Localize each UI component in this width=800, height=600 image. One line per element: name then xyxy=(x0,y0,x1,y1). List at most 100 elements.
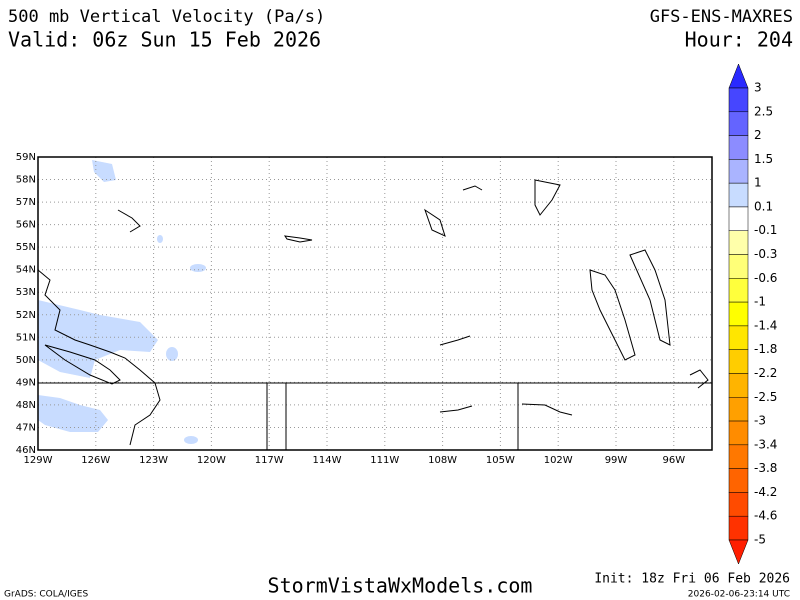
coastline xyxy=(439,405,473,413)
colorbar-box xyxy=(728,182,749,208)
coastline xyxy=(424,208,446,237)
colorbar-label: -1.8 xyxy=(754,342,777,356)
colorbar-label: 1.5 xyxy=(754,152,773,166)
lon-label: 99W xyxy=(605,455,628,466)
lon-label: 129W xyxy=(24,455,53,466)
colorbar-box xyxy=(728,278,749,303)
coastline xyxy=(117,209,141,233)
lon-label: 111W xyxy=(370,455,399,466)
colorbar-label: -5 xyxy=(754,533,766,547)
lat-label: 55N xyxy=(16,242,36,253)
colorbar-label: -0.1 xyxy=(754,223,777,237)
colorbar-box xyxy=(728,301,749,327)
colorbar-box xyxy=(728,135,749,160)
coastline xyxy=(521,403,573,416)
colorbar-label: 1 xyxy=(754,176,762,190)
coastline xyxy=(44,344,121,385)
coastline xyxy=(37,269,161,446)
colorbar-label: -3 xyxy=(754,414,766,428)
lat-label: 50N xyxy=(16,355,36,366)
uplift-region xyxy=(190,264,206,272)
colorbar-arrow xyxy=(728,63,749,89)
coastline xyxy=(534,179,561,216)
colorbar-box xyxy=(728,159,749,184)
lon-label: 123W xyxy=(139,455,168,466)
colorbar-label: 2.5 xyxy=(754,104,773,118)
colorbar-box xyxy=(728,444,749,469)
colorbar-label: -1.4 xyxy=(754,318,777,332)
forecast-hour: Hour: 204 xyxy=(685,28,793,52)
lon-label: 102W xyxy=(544,455,573,466)
valid-time: Valid: 06z Sun 15 Feb 2026 xyxy=(8,28,321,52)
boundaries xyxy=(37,179,712,450)
colorbar-box xyxy=(728,111,749,136)
colorbar-label: -2.2 xyxy=(754,366,777,380)
colorbar-label: -0.3 xyxy=(754,247,777,261)
colorbar-box xyxy=(728,420,749,446)
coastline xyxy=(283,235,313,243)
map-frame xyxy=(37,156,713,451)
colorbar-label: -3.4 xyxy=(754,437,777,451)
lat-label: 51N xyxy=(16,332,36,343)
uplift-region xyxy=(38,300,158,378)
colorbar-box xyxy=(728,230,749,255)
coastline xyxy=(589,269,636,361)
lat-label: 58N xyxy=(16,175,36,186)
coastline xyxy=(629,249,671,346)
colorbar-box xyxy=(728,468,749,493)
colorbar-box xyxy=(728,515,749,541)
colorbar-label: -1 xyxy=(754,295,766,309)
uplift-region xyxy=(166,347,178,361)
colorbar-box xyxy=(728,254,749,279)
uplift-region xyxy=(184,436,198,444)
colorbar-label: -4.2 xyxy=(754,485,777,499)
colorbar: 3 2.5 2 1.5 1 0.1 -0.1 -0.3 -0.6 -1 -1.4 -1.8 -2.2 -2… xyxy=(728,63,777,565)
lat-label: 52N xyxy=(16,310,36,321)
site-name: StormVistaWxModels.com xyxy=(268,574,533,598)
colorbar-label: -4.6 xyxy=(754,509,777,523)
lon-label: 117W xyxy=(255,455,284,466)
coastline xyxy=(462,185,483,191)
graticule: 59N 58N 57N 56N 55N 54N 53N 52N 51N 50N 49N 48N 47N 4… xyxy=(16,152,712,466)
uplift-region xyxy=(38,395,108,432)
colorbar-label: -2.5 xyxy=(754,390,777,404)
colorbar-box xyxy=(728,492,749,517)
colorbar-box xyxy=(728,206,749,231)
lat-label: 49N xyxy=(16,377,36,388)
lon-label: 96W xyxy=(662,455,685,466)
lon-label: 105W xyxy=(486,455,515,466)
timestamp: 2026-02-06-23:14 UTC xyxy=(688,590,790,600)
colorbar-box xyxy=(728,373,749,398)
colorbar-label: 0.1 xyxy=(754,199,773,213)
credit: GrADS: COLA/IGES xyxy=(4,590,88,600)
lat-label: 54N xyxy=(16,265,36,276)
colorbar-box xyxy=(728,325,749,350)
init-time: Init: 18z Fri 06 Feb 2026 xyxy=(594,572,790,587)
lat-label: 46N xyxy=(16,445,36,456)
lat-label: 47N xyxy=(16,422,36,433)
lon-label: 108W xyxy=(428,455,457,466)
coastline xyxy=(689,369,709,389)
map-area: 59N 58N 57N 56N 55N 54N 53N 52N 51N 50N 49N 48N 47N 4… xyxy=(16,152,713,466)
lon-label: 126W xyxy=(81,455,110,466)
colorbar-box xyxy=(728,349,749,374)
map-background xyxy=(38,157,712,450)
map-title: 500 mb Vertical Velocity (Pa/s) xyxy=(8,7,325,27)
uplift-region xyxy=(92,160,116,182)
lat-label: 59N xyxy=(16,152,36,163)
colorbar-box xyxy=(728,87,749,113)
colorbar-label: 2 xyxy=(754,128,762,142)
colorbar-label: 3 xyxy=(754,81,762,95)
lat-label: 56N xyxy=(16,220,36,231)
colorbar-label: -0.6 xyxy=(754,271,777,285)
shading xyxy=(38,160,206,444)
colorbar-label: -3.8 xyxy=(754,461,777,475)
lat-label: 53N xyxy=(16,287,36,298)
colorbar-box xyxy=(728,397,749,422)
colorbar-arrow xyxy=(728,539,749,565)
lon-label: 120W xyxy=(197,455,226,466)
coastline xyxy=(439,335,471,346)
model-name: GFS-ENS-MAXRES xyxy=(650,7,793,27)
lat-label: 57N xyxy=(16,197,36,208)
